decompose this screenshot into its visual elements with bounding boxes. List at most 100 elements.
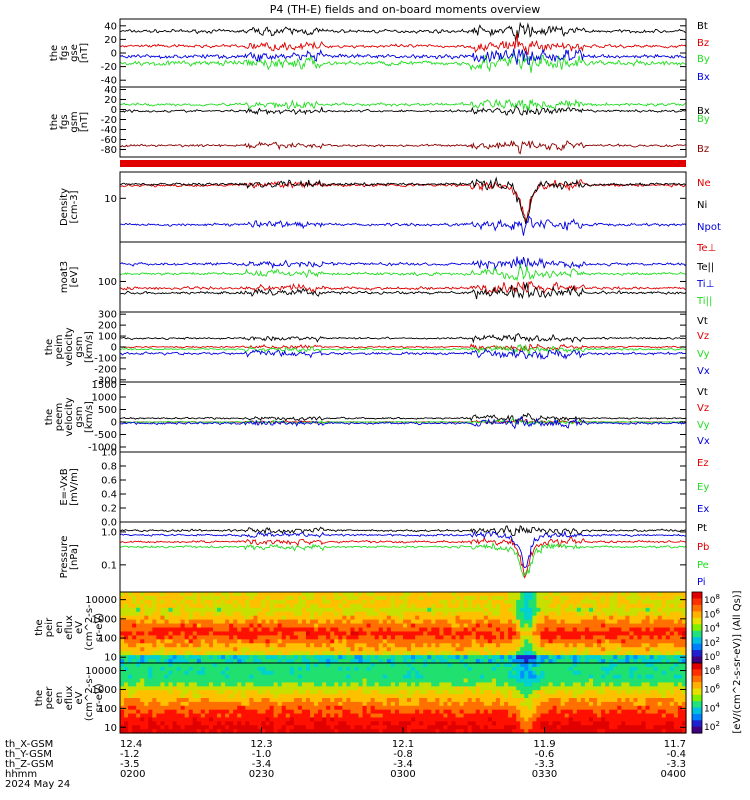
y-axis-label: eflux (64, 615, 75, 640)
panel-density: 10 Density [cm-3] Ne Ni Npot (59, 171, 721, 243)
legend-peem-velocity-0: Vt (697, 387, 708, 398)
legend-peem-velocity-2: Vy (697, 420, 710, 431)
y-axis-label: peim (54, 334, 65, 359)
legend-temperature-1: Te|| (696, 262, 714, 273)
legend-density-0: Ne (697, 178, 711, 189)
y-tick-label: 100 (98, 704, 117, 715)
y-tick-label: -200 (94, 364, 117, 375)
series-fgs-gsm-2 (119, 140, 686, 155)
series-fgs-gse-3 (119, 48, 687, 66)
colorbar-label: [eV/(cm^2-s-sr-eV)] (All Qs)] (732, 590, 743, 733)
legend-peim-velocity-2: Vy (697, 349, 710, 360)
legend-pressure-0: Pt (697, 523, 707, 534)
series-peim-velocity-2 (119, 343, 687, 356)
series-peim-velocity-0 (119, 332, 687, 344)
y-axis-label: [nT] (79, 112, 90, 132)
legend-pressure-1: Pb (697, 542, 709, 553)
y-tick-label: -500 (94, 430, 117, 441)
y-axis-label: (cm^2-s- (84, 604, 95, 651)
y-tick-label: 40 (104, 85, 117, 96)
y-tick-label: -20 (101, 115, 117, 126)
time-axis-row-label: hhmm (5, 769, 37, 780)
y-tick-label: 0.8 (101, 462, 117, 473)
separator-bar (120, 160, 686, 167)
time-axis-value: -3.5 (120, 759, 140, 770)
y-tick-label: 0 (111, 105, 117, 116)
y-axis-label: [cm-3] (69, 190, 80, 223)
legend-fgs-gse-3: Bx (697, 72, 710, 83)
legend-fgs-gsm-0: Bx (697, 106, 710, 117)
legend-efield-0: Ez (697, 458, 709, 469)
time-axis-value: 12.1 (392, 739, 414, 750)
y-axis-label: peir (44, 617, 55, 637)
time-axis-value: -3.4 (393, 759, 413, 770)
y-tick-label: 1500 (92, 380, 117, 391)
time-axis-value: -0.4 (666, 749, 686, 760)
y-tick-label: 10 (104, 194, 117, 205)
y-tick-label: 500 (98, 405, 117, 416)
y-axis-label: en (54, 621, 65, 634)
series-peim-velocity-1 (119, 343, 687, 353)
y-axis-label: gsm (74, 406, 85, 427)
panel-fgs-gse: 40 20 0 -20 -40 the fgs gse [nT] Bt Bz By Bx (49, 18, 710, 88)
y-tick-label: 10 (104, 723, 117, 734)
time-axis-value: -1.0 (252, 749, 272, 760)
y-axis-label: the (44, 339, 55, 355)
y-tick-label: 1.0 (101, 527, 117, 538)
time-axis-value: -0.6 (535, 749, 555, 760)
series-pressure-0 (119, 525, 687, 537)
panel-frame (119, 86, 687, 158)
y-tick-label: 100 (98, 332, 117, 343)
y-axis-label: the (34, 690, 45, 706)
date-label: 2024 May 24 (5, 779, 70, 790)
time-axis-value: -1.2 (120, 749, 140, 760)
y-axis-label: peem (54, 403, 65, 431)
y-tick-label: 300 (98, 310, 117, 321)
series-fgs-gsm-0 (119, 102, 687, 116)
y-tick-label: 20 (104, 35, 117, 46)
series-fgs-gse-2 (119, 52, 687, 73)
series-density-2 (119, 214, 687, 236)
legend-temperature-3: Ti|| (696, 296, 712, 307)
y-tick-label: 0 (111, 49, 117, 60)
series-temperature-1 (119, 282, 687, 300)
legend-peem-velocity-1: Vz (697, 403, 709, 414)
y-axis-label: fgs (59, 45, 70, 60)
legend-fgs-gse-1: Bz (697, 38, 709, 49)
time-axis-row-label: th_Z-GSM (5, 759, 54, 770)
y-tick-label: 100 (98, 277, 117, 288)
y-axis-label: the (49, 45, 60, 61)
time-axis-value: 0300 (390, 769, 415, 780)
y-axis-label: [nPa] (69, 544, 80, 570)
y-axis-label: gsm (74, 336, 85, 357)
y-tick-label: 0.2 (101, 504, 117, 515)
time-axis-value: 0200 (120, 769, 145, 780)
time-axis-value: -3.3 (666, 759, 686, 770)
y-axis-label: fgs (59, 114, 70, 129)
y-tick-label: 1000 (92, 685, 117, 696)
y-axis-label: eV (74, 621, 85, 634)
y-tick-label: 200 (98, 321, 117, 332)
y-axis-label: velocity (64, 397, 75, 436)
series-temperature-3 (119, 264, 686, 282)
y-tick-label: 1.0 (101, 448, 117, 459)
y-tick-label: 0.4 (101, 490, 117, 501)
series-density-1 (119, 176, 687, 225)
panel-peer-spectrogram: 10000 1000 100 10 the peer en eflux eV (cm^2-s-sr… (34, 662, 687, 734)
time-axis-value: 0230 (249, 769, 274, 780)
y-axis-label: peer (44, 686, 55, 710)
plot-title: P4 (TH-E) fields and on-board moments ov… (270, 3, 541, 16)
y-axis-label: the (49, 114, 60, 130)
y-tick-label: -40 (101, 125, 117, 136)
y-tick-label: 0 (111, 418, 117, 429)
y-tick-label: 10000 (85, 595, 117, 606)
time-axis-value: -0.8 (393, 749, 413, 760)
series-fgs-gse-1 (119, 33, 687, 56)
y-tick-label: -60 (101, 135, 117, 146)
y-tick-label: 1000 (92, 393, 117, 404)
series-peem-velocity-3 (120, 415, 687, 430)
y-tick-label: 40 (104, 21, 117, 32)
